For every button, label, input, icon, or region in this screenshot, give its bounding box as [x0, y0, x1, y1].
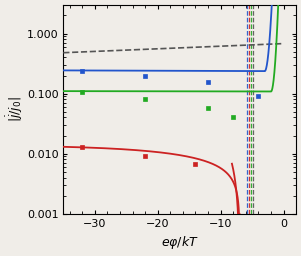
Y-axis label: $|\dot{j}/j_0|$: $|\dot{j}/j_0|$	[5, 96, 25, 122]
X-axis label: $e\varphi/kT$: $e\varphi/kT$	[161, 234, 199, 251]
